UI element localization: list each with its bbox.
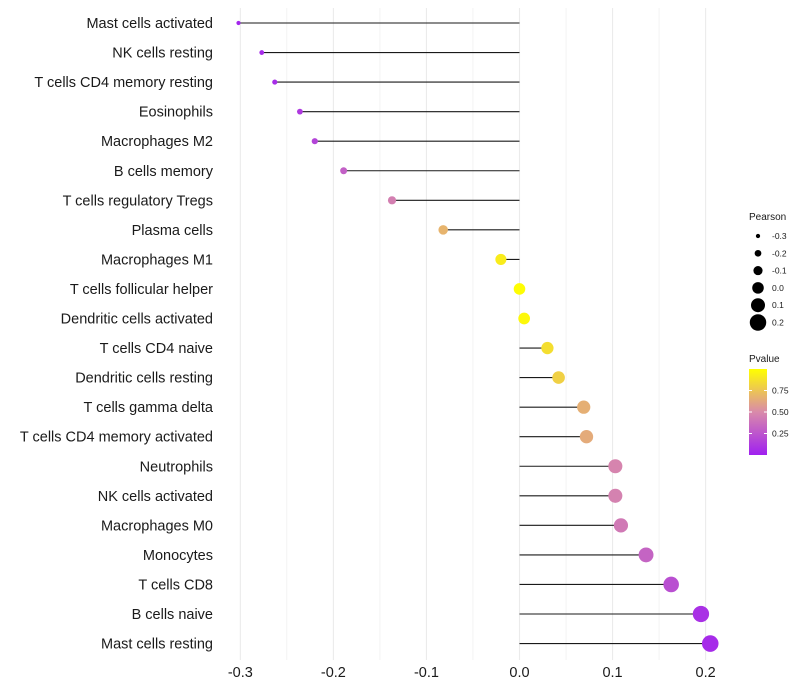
y-axis-label: Dendritic cells resting: [75, 371, 213, 387]
pearson-legend-dot: [752, 282, 764, 294]
pearson-legend-dot: [750, 298, 766, 313]
pvalue-legend-label: 0.75: [772, 386, 789, 396]
lollipop-point: [236, 20, 241, 26]
y-axis-label: Neutrophils: [140, 459, 213, 475]
lollipop-point: [513, 283, 526, 295]
pearson-size-legend: Pearson -0.3 -0.2 -0.1 0.0 0.1 0.2: [749, 212, 787, 331]
pearson-legend-label: -0.1: [772, 266, 787, 276]
y-axis-label: Macrophages M1: [101, 252, 213, 268]
y-axis-label: B cells naive: [132, 607, 213, 623]
y-axis-label: Monocytes: [143, 548, 213, 564]
lollipop-point: [311, 138, 318, 145]
pvalue-legend-label: 0.25: [772, 429, 789, 439]
lollipop-point: [552, 371, 565, 384]
pearson-legend-dot: [755, 233, 761, 239]
pearson-legend-title: Pearson: [749, 212, 786, 223]
lollipop-segments: [238, 22, 711, 645]
lollipop-point: [296, 108, 303, 115]
lollipop-point: [387, 196, 397, 205]
x-axis-tick-label: -0.2: [321, 665, 346, 681]
pvalue-colorbar: [749, 369, 767, 455]
lollipop-point: [577, 400, 591, 414]
lollipop-point: [692, 605, 710, 623]
lollipop-point: [638, 547, 654, 563]
lollipop-point: [579, 430, 594, 444]
pearson-legend-dot: [753, 266, 763, 276]
lollipop-point: [613, 518, 629, 533]
y-axis-labels: Mast cells activated NK cells resting T ce…: [20, 16, 214, 653]
pearson-legend-label: 0.0: [772, 283, 784, 293]
y-axis-label: NK cells resting: [112, 46, 213, 62]
y-axis-label: T cells CD8: [138, 577, 213, 593]
lollipop-point: [495, 253, 507, 265]
y-axis-label: Plasma cells: [132, 223, 213, 239]
y-axis-label: Mast cells resting: [101, 637, 213, 653]
lollipop-point: [701, 635, 719, 652]
y-axis-label: T cells CD4 memory activated: [20, 430, 213, 446]
lollipop-point: [608, 488, 623, 503]
pvalue-legend-title: Pvalue: [749, 354, 780, 365]
x-axis-tick-label: -0.3: [228, 665, 253, 681]
y-axis-label: Mast cells activated: [86, 16, 213, 32]
y-axis-label: T cells regulatory Tregs: [63, 193, 213, 209]
lollipop-point: [518, 312, 530, 325]
y-axis-label: T cells CD4 memory resting: [34, 75, 213, 91]
y-axis-label: Eosinophils: [139, 105, 213, 121]
y-axis-label: NK cells activated: [98, 489, 213, 505]
y-axis-label: Macrophages M2: [101, 134, 213, 150]
x-axis-tick-label: -0.1: [414, 665, 439, 681]
y-axis-label: T cells CD4 naive: [100, 341, 213, 357]
lollipop-point: [340, 167, 348, 175]
lollipop-point: [438, 225, 448, 235]
lollipop-point: [259, 50, 265, 55]
grid-lines: [239, 8, 707, 660]
pearson-legend-dot: [754, 249, 762, 257]
y-axis-label: Dendritic cells activated: [61, 312, 213, 328]
y-axis-label: T cells gamma delta: [84, 400, 214, 416]
y-axis-label: T cells follicular helper: [70, 282, 213, 298]
pearson-legend-label: -0.2: [772, 248, 787, 258]
pearson-legend-label: 0.2: [772, 318, 784, 328]
y-axis-label: B cells memory: [114, 164, 214, 180]
pearson-legend-dot: [749, 314, 767, 331]
lollipop-point: [272, 79, 278, 85]
lollipop-point: [608, 459, 623, 474]
pvalue-color-legend: Pvalue 0.75 0.50 0.25: [749, 354, 789, 455]
lollipop-point: [663, 576, 679, 593]
x-axis-tick-label: 0.1: [602, 665, 622, 681]
pearson-legend-label: 0.1: [772, 300, 784, 310]
x-axis-tick-label: 0.0: [509, 665, 529, 681]
lollipop-point: [541, 341, 554, 355]
y-axis-label: Macrophages M0: [101, 518, 213, 534]
pvalue-legend-label: 0.50: [772, 407, 789, 417]
lollipop-points: [236, 20, 719, 652]
x-axis-tick-label: 0.2: [696, 665, 716, 681]
x-axis-tick-labels: -0.3 -0.2 -0.1 0.0 0.1 0.2: [228, 665, 716, 681]
pearson-legend-label: -0.3: [772, 231, 787, 241]
